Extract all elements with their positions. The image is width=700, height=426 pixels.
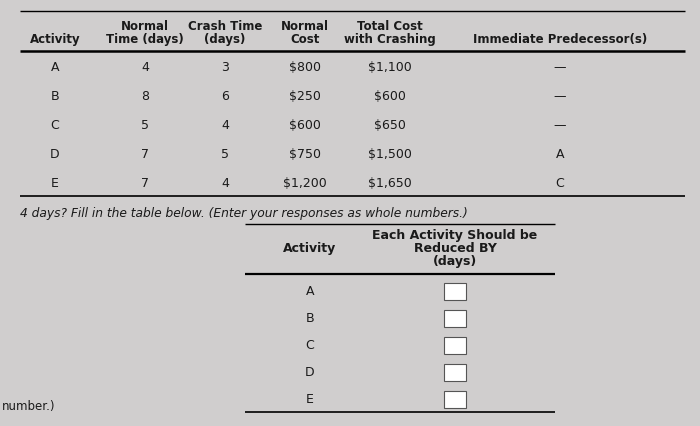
Text: B: B xyxy=(50,90,60,103)
Text: 7: 7 xyxy=(141,177,149,190)
Text: Cost: Cost xyxy=(290,33,320,46)
Text: A: A xyxy=(306,284,314,297)
Text: Crash Time: Crash Time xyxy=(188,20,262,33)
Text: Reduced BY: Reduced BY xyxy=(414,242,496,254)
Text: C: C xyxy=(556,177,564,190)
Text: 8: 8 xyxy=(141,90,149,103)
Bar xyxy=(444,337,466,354)
Text: $600: $600 xyxy=(289,119,321,132)
Text: Normal: Normal xyxy=(121,20,169,33)
Text: D: D xyxy=(50,148,60,161)
Text: —: — xyxy=(554,61,566,74)
Text: 5: 5 xyxy=(141,119,149,132)
Text: 7: 7 xyxy=(141,148,149,161)
Bar xyxy=(444,391,466,408)
Text: $1,500: $1,500 xyxy=(368,148,412,161)
Text: $800: $800 xyxy=(289,61,321,74)
Text: D: D xyxy=(305,365,315,378)
Text: 5: 5 xyxy=(221,148,229,161)
Text: $600: $600 xyxy=(374,90,406,103)
Text: Each Activity Should be: Each Activity Should be xyxy=(372,228,538,242)
Text: with Crashing: with Crashing xyxy=(344,33,436,46)
Text: Time (days): Time (days) xyxy=(106,33,184,46)
Text: $650: $650 xyxy=(374,119,406,132)
Bar xyxy=(444,310,466,327)
Text: $750: $750 xyxy=(289,148,321,161)
Bar xyxy=(444,364,466,381)
Text: —: — xyxy=(554,119,566,132)
Text: Activity: Activity xyxy=(29,33,81,46)
Text: $1,100: $1,100 xyxy=(368,61,412,74)
Text: Activity: Activity xyxy=(284,242,337,254)
Text: E: E xyxy=(306,392,314,405)
Text: 4 days? Fill in the table below. (Enter your responses as whole numbers.): 4 days? Fill in the table below. (Enter … xyxy=(20,207,468,219)
Text: A: A xyxy=(50,61,60,74)
Text: B: B xyxy=(306,311,314,324)
Text: number.): number.) xyxy=(2,399,55,412)
Text: 4: 4 xyxy=(221,177,229,190)
Text: 3: 3 xyxy=(221,61,229,74)
Text: (days): (days) xyxy=(204,33,246,46)
Text: 4: 4 xyxy=(221,119,229,132)
Text: —: — xyxy=(554,90,566,103)
Text: $1,650: $1,650 xyxy=(368,177,412,190)
Text: Total Cost: Total Cost xyxy=(357,20,423,33)
Bar xyxy=(444,283,466,300)
Text: E: E xyxy=(51,177,59,190)
Text: Normal: Normal xyxy=(281,20,329,33)
Text: A: A xyxy=(556,148,564,161)
Text: 6: 6 xyxy=(221,90,229,103)
Text: $1,200: $1,200 xyxy=(283,177,327,190)
Text: C: C xyxy=(50,119,60,132)
Text: 4: 4 xyxy=(141,61,149,74)
Text: C: C xyxy=(306,338,314,351)
Text: (days): (days) xyxy=(433,254,477,268)
Text: $250: $250 xyxy=(289,90,321,103)
Text: Immediate Predecessor(s): Immediate Predecessor(s) xyxy=(473,33,647,46)
